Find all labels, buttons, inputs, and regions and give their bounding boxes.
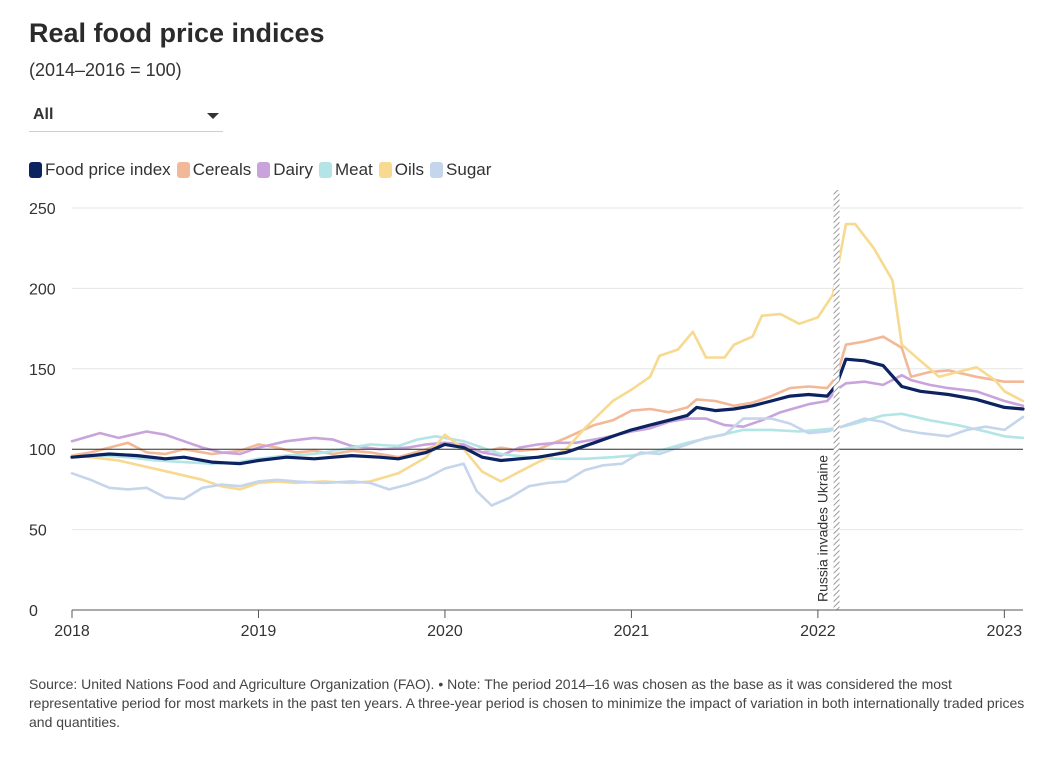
x-tick-label: 2023: [987, 623, 1023, 640]
x-tick-label: 2022: [800, 623, 836, 640]
chart-subtitle: (2014–2016 = 100): [29, 60, 182, 80]
series-line-food-price-index: [70, 357, 1025, 466]
x-tick-label: 2018: [54, 623, 90, 640]
legend-item-sugar[interactable]: Sugar: [430, 160, 491, 180]
annotation-band: [833, 190, 840, 610]
y-tick-label: 50: [29, 523, 47, 540]
y-tick-label: 150: [29, 362, 56, 379]
chevron-down-icon: [207, 113, 219, 119]
legend-label: Sugar: [446, 160, 492, 179]
y-tick-label: 200: [29, 281, 56, 298]
chart-title: Real food price indices: [29, 18, 325, 48]
source-note: Source: United Nations Food and Agricult…: [29, 676, 1025, 730]
legend-swatch: [378, 162, 392, 178]
legend-item-oils[interactable]: Oils: [378, 160, 425, 180]
commodity-select-value: All: [33, 106, 54, 123]
y-tick-label: 0: [29, 603, 38, 620]
y-tick-label: 100: [29, 442, 56, 459]
series-line-oils: [70, 222, 1025, 491]
legend-swatch: [176, 162, 190, 178]
legend-swatch: [430, 162, 444, 178]
x-tick-label: 2020: [427, 623, 463, 640]
legend-swatch: [257, 162, 271, 178]
legend-swatch: [29, 162, 42, 178]
legend-swatch: [318, 162, 332, 178]
series-line-sugar: [70, 415, 1025, 507]
commodity-select[interactable]: All: [29, 101, 223, 132]
line-chart: Russia invades Ukraine 0 50 100 150 200 250 20…: [29, 190, 1025, 640]
x-tick-label: 2021: [614, 623, 650, 640]
legend: Food price index Cereals Dairy Meat Oils…: [29, 160, 497, 180]
legend-item-meat[interactable]: Meat: [318, 160, 373, 180]
x-tick-label: 2019: [241, 623, 277, 640]
legend-label: Cereals: [192, 160, 252, 179]
legend-label: Dairy: [273, 160, 313, 179]
legend-item-cereals[interactable]: Cereals: [176, 160, 252, 180]
legend-label: Oils: [394, 160, 425, 179]
series-line-cereals: [70, 335, 1025, 459]
legend-label: Meat: [334, 160, 373, 179]
annotation-label: Russia invades Ukraine: [815, 455, 831, 602]
legend-item-food-price-index[interactable]: Food price index: [29, 160, 171, 180]
legend-item-dairy[interactable]: Dairy: [257, 160, 313, 180]
series-line-meat: [70, 412, 1025, 465]
legend-label: Food price index: [45, 160, 171, 179]
y-tick-label: 250: [29, 201, 56, 218]
series-line-dairy: [70, 373, 1025, 457]
